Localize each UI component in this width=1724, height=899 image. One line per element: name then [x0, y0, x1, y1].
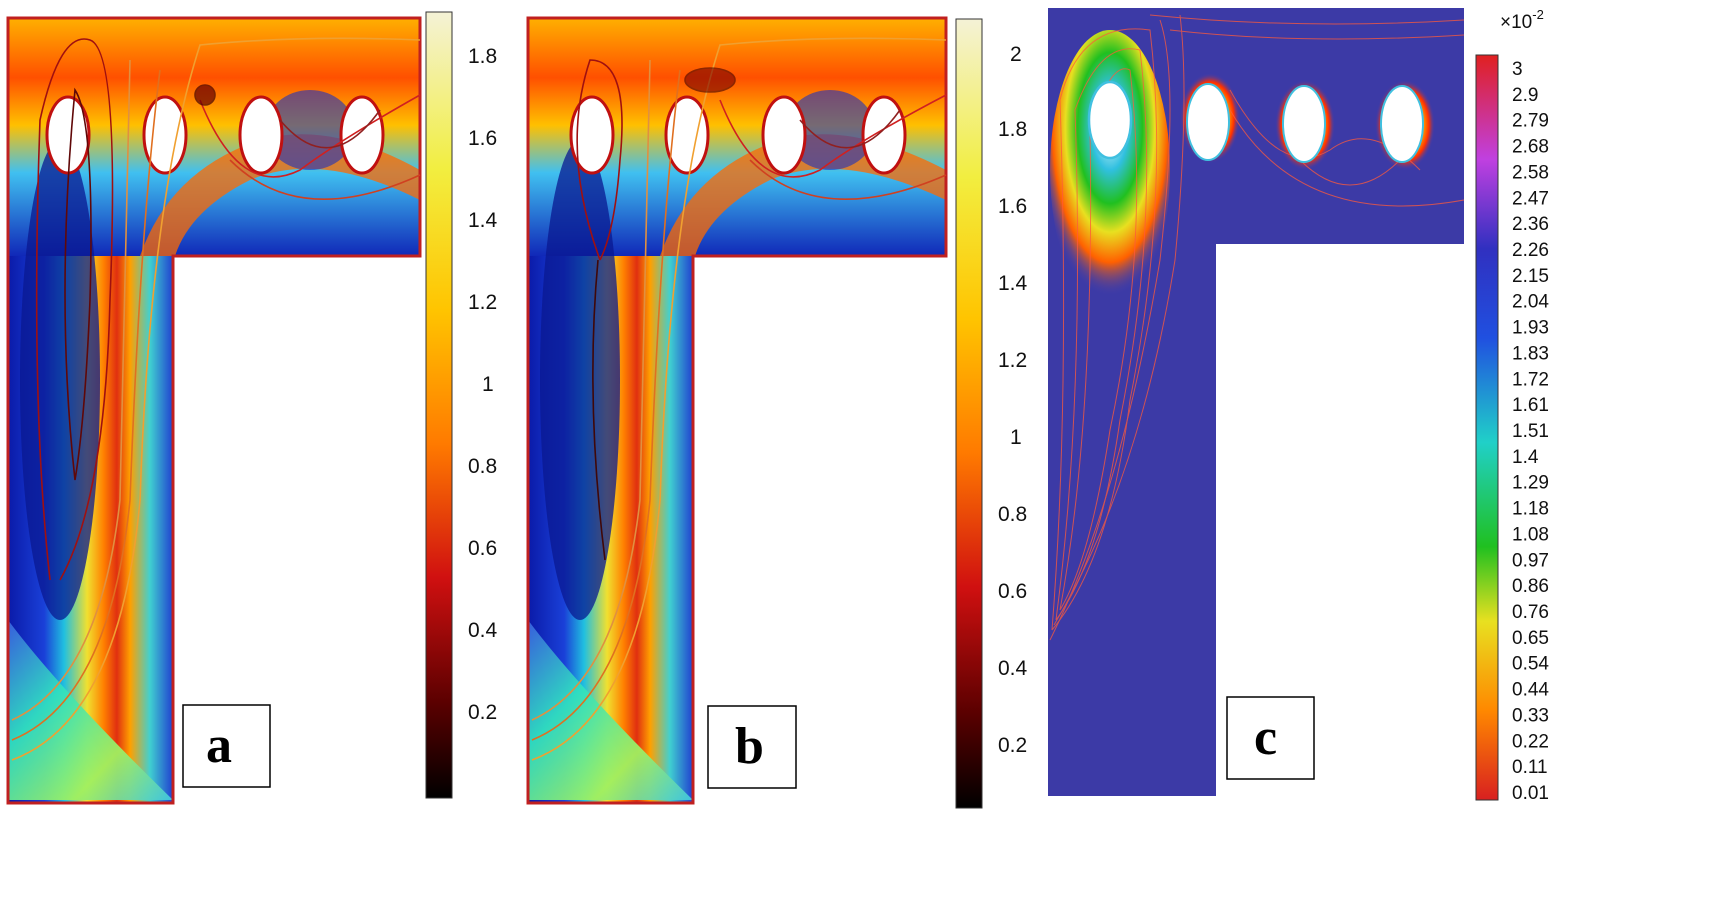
colorbar-c-exponent: ×10-2 — [1500, 7, 1544, 33]
colorbar-c-ticks: 3 2.9 2.79 2.68 2.58 2.47 2.36 2.26 2.15 2.04 1.93… — [1512, 59, 1549, 804]
colorbar-c-tick: 2.68 — [1512, 137, 1549, 158]
cylinder-b-4 — [861, 95, 907, 175]
colorbar-c-tick: 0.11 — [1512, 757, 1548, 778]
colorbar-b-ticks: 2 1.8 1.6 1.4 1.2 1 0.8 0.6 0.4 0.2 — [998, 43, 1028, 757]
colorbar-c-tick: 0.54 — [1512, 654, 1549, 675]
colorbar-c-tick: 0.65 — [1512, 628, 1549, 649]
colorbar-c-exponent-power: -2 — [1532, 7, 1544, 22]
colorbar-b-tick: 2 — [1010, 43, 1022, 66]
colorbar-c — [1475, 54, 1499, 801]
panel-c-label-box — [1226, 696, 1315, 780]
colorbar-c-tick: 2.36 — [1512, 214, 1549, 235]
colorbar-a-tick: 0.4 — [468, 619, 498, 642]
colorbar-b-tick: 0.8 — [998, 503, 1027, 526]
cylinder-b-3 — [761, 95, 807, 175]
colorbar-c-tick: 2.47 — [1512, 188, 1549, 209]
colorbar-a-tick: 1.2 — [468, 291, 497, 314]
colorbar-c-tick: 2.04 — [1512, 292, 1549, 313]
colorbar-a-tick: 1.4 — [468, 209, 498, 232]
colorbar-b-tick: 0.2 — [998, 734, 1027, 757]
cylinder-a-4 — [339, 95, 385, 175]
cylinder-c-1 — [1087, 80, 1133, 160]
panel-c: ×10-2 3 2.9 2.79 2.68 2.58 2.47 2.36 2.26 2.15 2.… — [1048, 7, 1549, 804]
panel-b-label-box — [707, 705, 797, 789]
colorbar-c-tick: 2.15 — [1512, 266, 1549, 287]
colorbar-a-tick: 0.6 — [468, 537, 497, 560]
panel-c-contours — [1049, 14, 1465, 641]
colorbar-c-tick: 0.22 — [1512, 731, 1549, 752]
panel-a-label: a — [206, 717, 232, 774]
cylinder-c-3 — [1282, 85, 1326, 163]
colorbar-c-tick: 1.93 — [1512, 318, 1549, 339]
colorbar-c-tick: 1.51 — [1512, 421, 1549, 442]
colorbar-c-tick: 0.33 — [1512, 705, 1549, 726]
colorbar-b-tick: 0.6 — [998, 580, 1027, 603]
panel-a: 1.8 1.6 1.4 1.2 1 0.8 0.6 0.4 0.2 a — [6, 11, 498, 805]
colorbar-b-tick: 0.4 — [998, 657, 1028, 680]
colorbar-c-tick: 2.79 — [1512, 111, 1549, 132]
colorbar-b-tick: 1.6 — [998, 195, 1027, 218]
cylinder-b-1 — [569, 95, 615, 175]
colorbar-a-ticks: 1.8 1.6 1.4 1.2 1 0.8 0.6 0.4 0.2 — [468, 45, 498, 724]
panel-b: 2 1.8 1.6 1.4 1.2 1 0.8 0.6 0.4 0.2 b — [526, 16, 1028, 809]
colorbar-b-tick: 1 — [1010, 426, 1022, 449]
colorbar-c-tick: 1.18 — [1512, 499, 1549, 520]
panel-a-label-box — [182, 704, 271, 788]
colorbar-a-tick: 1 — [482, 373, 494, 396]
colorbar-c-tick: 3 — [1512, 59, 1523, 80]
colorbar-c-tick: 1.4 — [1512, 447, 1539, 468]
colorbar-b — [955, 18, 983, 809]
colorbar-c-tick: 0.01 — [1512, 783, 1549, 804]
colorbar-c-tick: 2.9 — [1512, 85, 1538, 106]
colorbar-c-tick: 2.58 — [1512, 162, 1549, 183]
colorbar-b-tick: 1.8 — [998, 118, 1027, 141]
colorbar-a-tick: 0.2 — [468, 701, 497, 724]
colorbar-c-tick: 2.26 — [1512, 240, 1549, 261]
cylinder-c-4 — [1380, 85, 1424, 163]
colorbar-c-tick: 0.44 — [1512, 680, 1549, 701]
colorbar-c-tick: 0.76 — [1512, 602, 1549, 623]
colorbar-c-tick: 0.97 — [1512, 550, 1549, 571]
colorbar-b-tick: 1.2 — [998, 349, 1027, 372]
panel-b-streamlines — [531, 37, 947, 761]
colorbar-c-tick: 1.61 — [1512, 395, 1549, 416]
colorbar-c-tick: 1.08 — [1512, 524, 1549, 545]
colorbar-a-tick: 0.8 — [468, 455, 497, 478]
colorbar-b-tick: 1.4 — [998, 272, 1028, 295]
colorbar-c-exponent-base: ×10 — [1500, 12, 1532, 33]
colorbar-a — [425, 11, 453, 799]
cylinder-b-2 — [664, 95, 710, 175]
colorbar-c-tick: 0.86 — [1512, 576, 1549, 597]
colorbar-a-tick: 1.8 — [468, 45, 497, 68]
cylinder-c-2 — [1186, 83, 1230, 161]
panel-a-streamlines — [11, 37, 421, 761]
cylinder-a-3 — [238, 95, 284, 175]
panel-b-label: b — [735, 718, 764, 775]
colorbar-c-tick: 1.29 — [1512, 473, 1549, 494]
colorbar-a-tick: 1.6 — [468, 127, 497, 150]
colorbar-c-tick: 1.83 — [1512, 343, 1549, 364]
panel-c-label: c — [1254, 709, 1277, 766]
colorbar-c-tick: 1.72 — [1512, 369, 1549, 390]
